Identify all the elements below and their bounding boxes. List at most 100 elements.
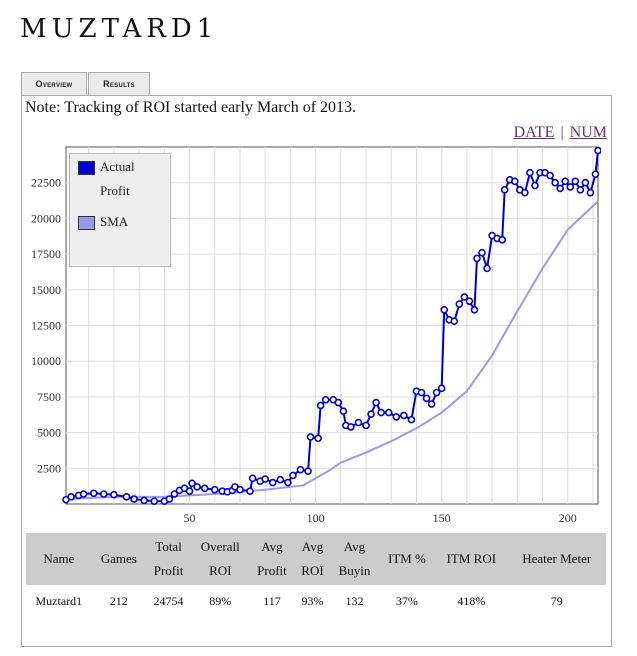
actual-profit-point: [354, 418, 363, 427]
actual-profit-point: [377, 408, 385, 417]
stats-header-text: Games: [100, 551, 137, 566]
stats-header-text: ROI: [209, 563, 232, 578]
actual-profit-point: [188, 479, 196, 488]
stats-header-text: Overall: [200, 539, 240, 554]
profit-chart: 2500 5000 7500 10000 12500 15000 17500 20000 225…: [31, 146, 601, 525]
actual-profit-point: [130, 495, 138, 503]
actual-profit-point: [304, 467, 312, 475]
stats-cell: 418%: [435, 585, 508, 617]
stats-cell: 79: [507, 585, 606, 617]
actual-profit-point: [586, 188, 595, 197]
stats-header-cell: Games: [91, 533, 146, 585]
actual-profit-point: [170, 490, 179, 498]
actual-profit-point: [372, 398, 380, 407]
actual-profit-point: [100, 490, 108, 498]
actual-profit-point: [347, 423, 355, 431]
actual-profit-point: [556, 184, 564, 193]
actual-profit-point: [268, 478, 277, 487]
sort-links: DATE | NUM: [514, 124, 607, 142]
actual-profit-point: [526, 168, 534, 177]
actual-profit-point: [306, 433, 315, 441]
stats-header-text: Total: [155, 539, 182, 554]
sort-by-num-link[interactable]: NUM: [569, 124, 607, 141]
stats-cell: 89%: [191, 585, 250, 617]
actual-profit-point: [427, 400, 436, 408]
legend-swatch-sma: [78, 216, 95, 230]
link-separator: |: [560, 124, 564, 141]
actual-profit-point: [296, 465, 305, 474]
actual-profit-point: [392, 413, 401, 421]
y-tick-label: 20000: [31, 211, 61, 225]
stats-header-cell: Heater Meter: [507, 533, 606, 585]
actual-profit-point: [140, 496, 148, 505]
actual-profit-point: [362, 421, 370, 430]
stats-header-cell: Total Profit: [145, 533, 192, 585]
stats-header-text: Avg: [261, 539, 283, 554]
actual-profit-point: [500, 186, 509, 194]
y-tick-label: 17500: [31, 247, 61, 261]
actual-profit-point: [150, 497, 159, 505]
actual-profit-point: [261, 475, 269, 483]
actual-profit-point: [165, 495, 174, 503]
stats-header-text: ROI: [301, 563, 324, 578]
actual-profit-point: [246, 487, 254, 495]
y-tick-label: 7500: [37, 390, 61, 404]
actual-profit-point: [460, 293, 469, 301]
actual-profit-point: [546, 171, 554, 180]
stats-header-cell: Overall ROI: [191, 533, 250, 585]
actual-profit-point: [384, 408, 393, 417]
actual-profit-point: [450, 317, 459, 326]
tab-overview[interactable]: Overview: [21, 72, 87, 95]
actual-profit-point: [422, 394, 431, 403]
actual-profit-point: [236, 485, 244, 494]
actual-profit-point: [473, 254, 481, 263]
stats-header-cell: Avg Buyin: [330, 533, 379, 585]
chart-legend: Actual Profit SMA: [69, 153, 171, 267]
actual-profit-point: [79, 490, 88, 498]
actual-profit-point: [521, 188, 529, 197]
y-tick-label: 15000: [31, 283, 61, 297]
actual-profit-point: [284, 478, 292, 487]
page-title: MUZTARD1: [20, 14, 219, 44]
stats-header-text: Buyin: [338, 563, 371, 578]
stats-header-cell: Avg Profit: [249, 533, 295, 585]
stats-header-cell: Name: [26, 533, 92, 585]
actual-profit-point: [110, 490, 118, 499]
actual-profit-point: [67, 493, 75, 501]
actual-profit-point: [321, 395, 330, 404]
actual-profit-point: [581, 178, 590, 187]
actual-profit-point: [316, 401, 325, 410]
actual-profit-point: [465, 297, 474, 306]
legend-label-actual-1: Actual: [100, 159, 135, 174]
y-tick-label: 10000: [31, 354, 61, 368]
legend-label-sma: SMA: [100, 214, 129, 229]
x-tick-label: 100: [307, 511, 325, 525]
stats-cell: Muztard1: [26, 585, 92, 617]
y-tick-label: 12500: [31, 319, 61, 333]
actual-profit-point: [367, 410, 375, 418]
x-tick-label: 150: [433, 511, 451, 525]
sort-by-date-link[interactable]: DATE: [513, 124, 555, 141]
actual-profit-point: [276, 475, 285, 484]
actual-profit-point: [531, 181, 539, 190]
actual-profit-point: [551, 178, 559, 187]
stats-cell: 37%: [378, 585, 436, 617]
actual-profit-point: [248, 474, 257, 483]
x-tick-label: 200: [559, 511, 577, 525]
actual-profit-point: [576, 186, 585, 194]
stats-header-text: Heater Meter: [522, 551, 592, 566]
actual-profit-point: [483, 264, 491, 273]
stats-cell: 132: [330, 585, 379, 617]
stats-header-text: Profit: [257, 563, 287, 578]
actual-profit-point: [594, 146, 601, 155]
actual-profit-point: [89, 489, 98, 498]
actual-profit-point: [455, 300, 464, 308]
stats-header-text: ITM ROI: [446, 551, 497, 566]
actual-profit-point: [339, 407, 348, 415]
actual-profit-point: [122, 493, 131, 501]
tracking-note: Note: Tracking of ROI started early Marc…: [25, 99, 357, 116]
stats-header-text: Avg: [301, 539, 324, 554]
tab-results[interactable]: Results: [88, 72, 150, 95]
legend-swatch-actual: [78, 161, 95, 175]
y-tick-label: 2500: [37, 461, 61, 475]
